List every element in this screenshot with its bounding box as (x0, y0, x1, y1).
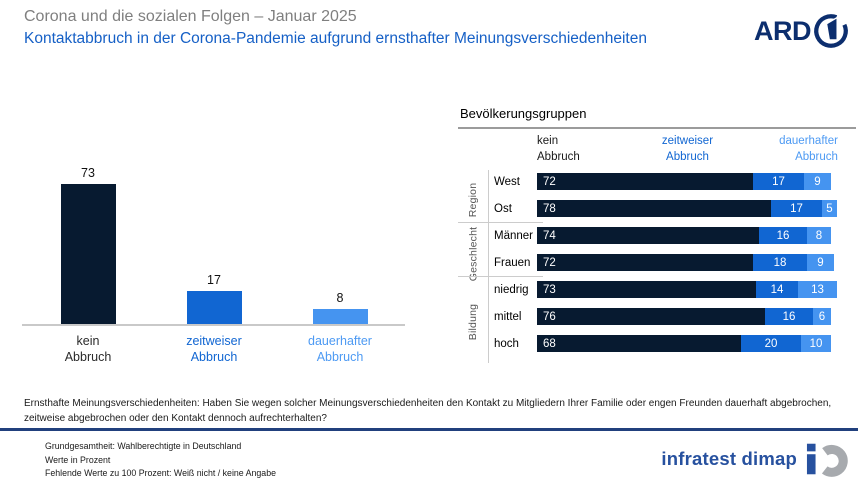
row-label: West (494, 175, 520, 188)
stacked-bar: 68 20 10 (537, 335, 831, 352)
stacked-bar: 78 17 5 (537, 200, 837, 217)
stacked-bar: 72 17 9 (537, 173, 831, 190)
bar-segment: 73 (537, 281, 756, 298)
footer-note-line: Fehlende Werte zu 100 Prozent: Weiß nich… (45, 468, 276, 479)
population-table: Region West 72 17 9 Ost 78 17 5 Geschlecht Männer 7… (458, 170, 837, 363)
bar-segment: 13 (798, 281, 837, 298)
ard-one-icon (814, 14, 848, 48)
infratest-dimap-logo: infratest dimap (661, 438, 848, 480)
table-group: Geschlecht Männer 74 16 8 Frauen 72 18 9 (458, 222, 837, 282)
bar (60, 183, 116, 324)
bar-segment: 8 (807, 227, 831, 244)
table-row: mittel 76 16 6 (488, 308, 837, 325)
page-title: Kontaktabbruch in der Corona-Pandemie au… (24, 30, 647, 47)
group-rows: West 72 17 9 Ost 78 17 5 (488, 173, 837, 227)
table-row: Ost 78 17 5 (488, 200, 837, 217)
bar-segment: 17 (753, 173, 804, 190)
bar-value-label: 73 (81, 165, 95, 180)
row-label: niedrig (494, 283, 529, 296)
table-title: Bevölkerungsgruppen (460, 106, 587, 121)
bar-segment: 20 (741, 335, 801, 352)
bar-segment: 9 (804, 173, 831, 190)
bar-segment: 16 (759, 227, 807, 244)
ard-wordmark: ARD (754, 15, 812, 46)
bar-column: 8 (277, 291, 403, 324)
stacked-bar: 74 16 8 (537, 227, 831, 244)
group-rows: Männer 74 16 8 Frauen 72 18 9 (488, 227, 834, 281)
group-rows: niedrig 73 14 13 mittel 76 16 6 hoch 68 20 10 (488, 281, 837, 362)
bar-column: 73 (25, 166, 151, 324)
bar-segment: 5 (822, 200, 837, 217)
footer-divider (0, 428, 858, 431)
bar-value-label: 8 (336, 290, 344, 305)
bar-segment: 68 (537, 335, 741, 352)
footer-note-line: Werte in Prozent (45, 454, 111, 465)
bar-segment: 9 (807, 254, 834, 271)
distribution-chart: 73 17 8 kein Abbruch zeitweiser Abbruch daue… (22, 148, 405, 365)
footer-notes: Grundgesamtheit: Wahlberechtigte in Deut… (45, 440, 276, 481)
bar-segment: 18 (753, 254, 807, 271)
row-label: Männer (494, 229, 533, 242)
bar-segment: 17 (771, 200, 822, 217)
group-label: Geschlecht (467, 226, 479, 282)
bar-category-label: dauerhafter Abbruch (308, 333, 372, 364)
dimap-icon (806, 443, 848, 477)
supertitle: Corona und die sozialen Folgen – Januar … (24, 8, 357, 25)
table-group: Bildung niedrig 73 14 13 mittel 76 16 6 hoch 68 20 1… (458, 276, 837, 362)
bar-category-label: zeitweiser Abbruch (186, 333, 242, 364)
table-row: Männer 74 16 8 (488, 227, 834, 244)
bar-segment: 16 (765, 308, 813, 325)
table-group: Region West 72 17 9 Ost 78 17 5 (458, 173, 837, 227)
bar (312, 308, 368, 324)
table-column-headers: kein Abbruch zeitweiser Abbruch dauerhafte… (537, 134, 838, 165)
group-label: Region (467, 182, 480, 218)
table-row: hoch 68 20 10 (488, 335, 837, 352)
group-label: Bildung (467, 303, 479, 340)
bar-segment: 72 (537, 173, 753, 190)
table-title-rule (458, 127, 856, 129)
bar (186, 291, 242, 324)
bar-category-label: kein Abbruch (64, 333, 112, 364)
bar-column: 17 (151, 273, 277, 324)
footer-note-line: Grundgesamtheit: Wahlberechtigte in Deut… (45, 441, 242, 451)
survey-question: Ernsthafte Meinungsverschiedenheiten: Ha… (24, 398, 832, 424)
bar-segment: 78 (537, 200, 771, 217)
bar-segment: 10 (801, 335, 831, 352)
bar-segment: 72 (537, 254, 753, 271)
column-header: kein Abbruch (537, 135, 580, 163)
table-row: West 72 17 9 (488, 173, 837, 190)
row-label: mittel (494, 310, 522, 323)
stacked-bar: 76 16 6 (537, 308, 831, 325)
column-header: dauerhafter Abbruch (779, 135, 838, 163)
row-label: Frauen (494, 256, 531, 269)
bar-segment: 14 (756, 281, 798, 298)
row-label: hoch (494, 337, 519, 350)
ard-logo: ARD (754, 12, 850, 50)
table-row: niedrig 73 14 13 (488, 281, 837, 298)
column-header: zeitweiser Abbruch (661, 135, 714, 163)
table-row: Frauen 72 18 9 (488, 254, 834, 271)
chart-baseline-axis (22, 324, 405, 326)
bar-segment: 6 (813, 308, 831, 325)
chart-category-labels: kein Abbruch zeitweiser Abbruch dauerhafte… (22, 333, 405, 366)
bar-value-label: 17 (207, 273, 221, 288)
row-label: Ost (494, 202, 512, 215)
bar-segment: 76 (537, 308, 765, 325)
stacked-bar: 73 14 13 (537, 281, 837, 298)
bar-segment: 74 (537, 227, 759, 244)
dimap-wordmark: infratest dimap (661, 448, 797, 469)
chart-bars: 73 17 8 (22, 148, 405, 324)
stacked-bar: 72 18 9 (537, 254, 834, 271)
